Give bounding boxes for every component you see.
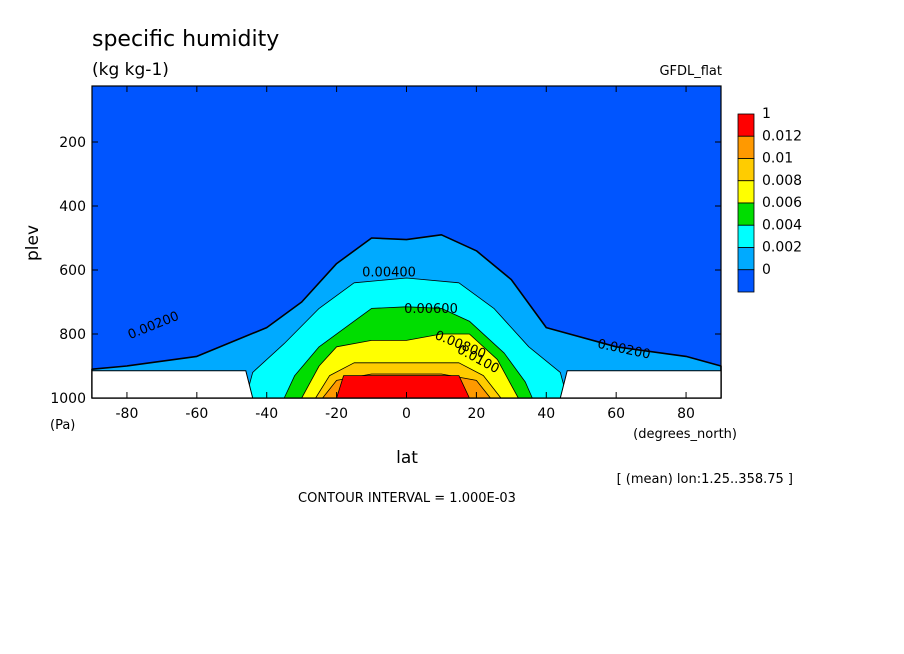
chart-title: specific humidity xyxy=(92,27,279,52)
mean-info: [ (mean) lon:1.25..358.75 ] xyxy=(617,472,793,487)
x-tick-label: -80 xyxy=(116,406,139,422)
y-tick-label: 800 xyxy=(59,327,86,343)
colorbar-label: 0.002 xyxy=(762,240,802,256)
contour-label: 0.00600 xyxy=(404,302,458,317)
colorbar-swatch xyxy=(737,224,755,248)
colorbar-label: 0.012 xyxy=(762,128,802,144)
topography-mask xyxy=(559,370,722,399)
x-tick-label: 0 xyxy=(402,406,411,422)
y-tick-label: 200 xyxy=(59,135,86,151)
y-tick-label: 1000 xyxy=(50,391,86,407)
x-tick-label: 20 xyxy=(467,406,485,422)
chart-units: (kg kg-1) xyxy=(92,60,169,80)
colorbar-swatch xyxy=(737,135,755,159)
x-tick-label: -40 xyxy=(255,406,278,422)
colorbar-swatch xyxy=(737,202,755,226)
y-axis-label: plev xyxy=(23,225,43,261)
contour-band xyxy=(336,375,470,399)
contour-interval: CONTOUR INTERVAL = 1.000E-03 xyxy=(298,491,516,506)
x-tick-label: -20 xyxy=(325,406,348,422)
x-tick-label: 80 xyxy=(677,406,695,422)
contour-label: 0.00400 xyxy=(362,265,416,280)
colorbar-label: 0 xyxy=(762,262,771,278)
x-tick-label: 60 xyxy=(607,406,625,422)
colorbar-label: 0.004 xyxy=(762,217,802,233)
y-axis-units: (Pa) xyxy=(50,418,75,433)
dataset-label: GFDL_flat xyxy=(659,64,722,79)
x-tick-label: 40 xyxy=(537,406,555,422)
colorbar-swatch xyxy=(737,269,755,293)
colorbar-swatch xyxy=(737,247,755,271)
x-axis-units: (degrees_north) xyxy=(633,427,737,442)
colorbar-swatch xyxy=(737,113,755,137)
topography-mask xyxy=(91,370,254,399)
colorbar-label: 1 xyxy=(762,106,771,122)
colorbar-swatch xyxy=(737,180,755,204)
colorbar-swatch xyxy=(737,158,755,182)
colorbar-label: 0.006 xyxy=(762,195,802,211)
y-tick-label: 400 xyxy=(59,199,86,215)
colorbar-label: 0.01 xyxy=(762,151,793,167)
colorbar-label: 0.008 xyxy=(762,173,802,189)
y-tick-label: 600 xyxy=(59,263,86,279)
x-tick-label: -60 xyxy=(185,406,208,422)
x-axis-label: lat xyxy=(396,448,418,468)
